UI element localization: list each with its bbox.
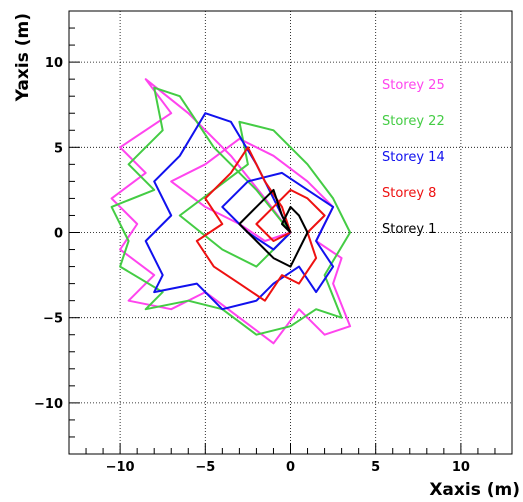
legend-entry-storey-25: Storey 25: [382, 78, 445, 93]
series-line-storey-14: [144, 112, 335, 311]
series-line-storey-22: [110, 86, 352, 336]
x-tick-label: −10: [106, 460, 135, 475]
series-line-storey-25: [110, 78, 352, 345]
axis-ticks: [68, 10, 513, 455]
y-tick-label: −5: [43, 312, 63, 327]
legend: Storey 25 Storey 22 Storey 14 Storey 8 Store…: [382, 78, 445, 237]
y-tick-label: −10: [34, 397, 63, 412]
x-axis-title: Xaxis (m): [429, 480, 520, 498]
x-tick-label: 10: [452, 460, 470, 475]
tick-labels: −10 −5 0 5 10 −10 −5 0 5 10: [34, 56, 470, 475]
y-tick-label: 10: [45, 56, 63, 71]
series-group: [110, 78, 352, 345]
x-tick-label: 5: [371, 460, 380, 475]
y-tick-label: 5: [54, 141, 63, 156]
legend-entry-storey-14: Storey 14: [382, 150, 445, 165]
y-axis-title: Yaxis (m): [13, 13, 33, 102]
series-line-storey-1: [238, 188, 309, 268]
legend-entry-storey-22: Storey 22: [382, 114, 445, 129]
grid: [69, 11, 512, 454]
legend-entry-storey-1: Storey 1: [382, 222, 436, 237]
y-tick-label: 0: [54, 227, 63, 242]
x-tick-label: −5: [195, 460, 215, 475]
legend-entry-storey-8: Storey 8: [382, 186, 436, 201]
series-line-storey-8: [195, 146, 326, 302]
x-tick-label: 0: [286, 460, 295, 475]
